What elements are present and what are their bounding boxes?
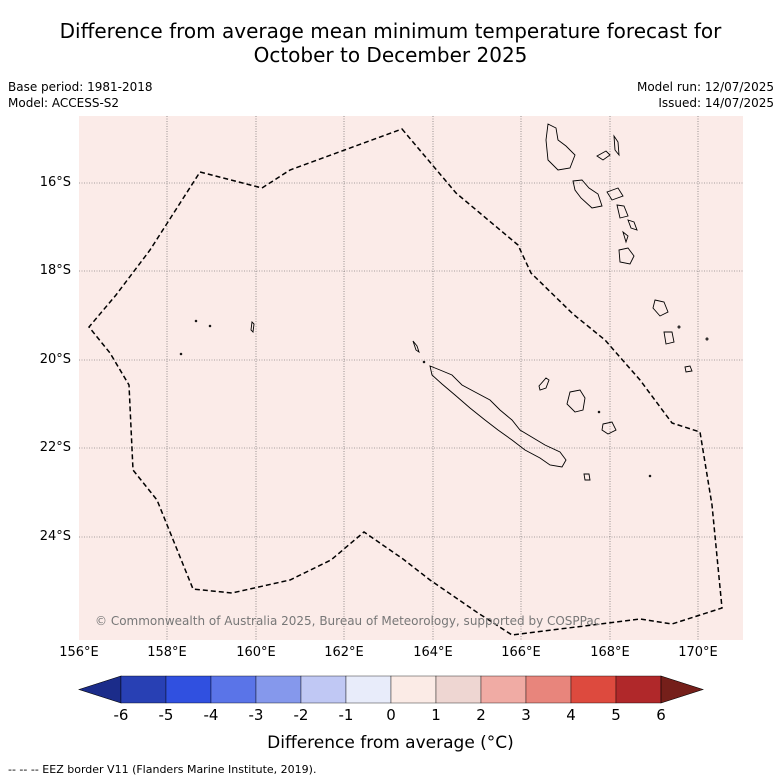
issued-date: Issued: 14/07/2025 <box>658 96 774 110</box>
belep-islands <box>412 340 420 354</box>
colorbar-extend-high <box>660 675 704 704</box>
vanuatu-islands <box>545 123 709 478</box>
lon-label-160e: 160°E <box>236 645 276 660</box>
colorbar-segment <box>570 675 617 704</box>
colorbar-label: 0 <box>386 706 396 724</box>
colorbar-segment <box>480 675 527 704</box>
map-area <box>79 116 743 640</box>
colorbar-label: 6 <box>656 706 666 724</box>
colorbar-segment <box>120 675 167 704</box>
colorbar-segment <box>390 675 437 704</box>
new-caledonia-island <box>429 365 567 468</box>
lat-label-24s: 24°S <box>39 529 71 544</box>
lat-label-18s: 18°S <box>39 263 71 278</box>
colorbar-label: 5 <box>611 706 621 724</box>
colorbar-label: 1 <box>431 706 441 724</box>
colorbar-segment <box>210 675 257 704</box>
title-line-2: October to December 2025 <box>253 43 528 67</box>
gridlines <box>79 116 743 640</box>
colorbar-segment <box>165 675 212 704</box>
meta-right: Model run: 12/07/2025 Issued: 14/07/2025 <box>637 79 774 111</box>
model-run: Model run: 12/07/2025 <box>636 80 774 94</box>
colorbar-extend-low <box>78 675 122 704</box>
colorbar-label: -3 <box>248 706 264 724</box>
lat-label-20s: 20°S <box>39 352 71 367</box>
colorbar-title: Difference from average (°C) <box>267 733 514 753</box>
colorbar-label: -2 <box>293 706 309 724</box>
lat-label-16s: 16°S <box>39 175 71 190</box>
isle-of-pines <box>583 473 591 481</box>
colorbar-segment <box>615 675 662 704</box>
lifou-island <box>566 389 586 413</box>
colorbar-label: -5 <box>158 706 174 724</box>
colorbar-label: -6 <box>113 706 129 724</box>
lon-label-164e: 164°E <box>413 645 453 660</box>
eez-footnote: -- -- -- EEZ border V11 (Flanders Marine… <box>8 763 317 776</box>
lon-label-156e: 156°E <box>59 645 99 660</box>
small-islands <box>179 319 601 414</box>
colorbar-label: -1 <box>338 706 354 724</box>
base-period: Base period: 1981-2018 <box>8 80 153 94</box>
colorbar-segment <box>525 675 572 704</box>
colorbar-segment <box>435 675 482 704</box>
eez-border <box>88 128 723 636</box>
colorbar-label: 3 <box>521 706 531 724</box>
colorbar-label: 2 <box>476 706 486 724</box>
colorbar-segment <box>255 675 302 704</box>
chart-title: Difference from average mean minimum tem… <box>0 19 781 67</box>
colorbar-segment <box>300 675 347 704</box>
lon-label-168e: 168°E <box>590 645 630 660</box>
lon-label-162e: 162°E <box>324 645 364 660</box>
model-name: Model: ACCESS-S2 <box>8 96 120 110</box>
copyright-notice: © Commonwealth of Australia 2025, Bureau… <box>95 614 601 628</box>
title-line-1: Difference from average mean minimum tem… <box>59 19 722 43</box>
meta-left: Base period: 1981-2018 Model: ACCESS-S2 <box>8 79 153 111</box>
colorbar-label: 4 <box>566 706 576 724</box>
lat-label-22s: 22°S <box>39 440 71 455</box>
lon-label-170e: 170°E <box>678 645 718 660</box>
colorbar-label: -4 <box>203 706 219 724</box>
colorbar <box>78 675 704 704</box>
lon-label-166e: 166°E <box>501 645 541 660</box>
lon-label-158e: 158°E <box>147 645 187 660</box>
ouvea-island <box>538 377 550 391</box>
colorbar-segment <box>345 675 392 704</box>
mare-island <box>601 421 617 435</box>
